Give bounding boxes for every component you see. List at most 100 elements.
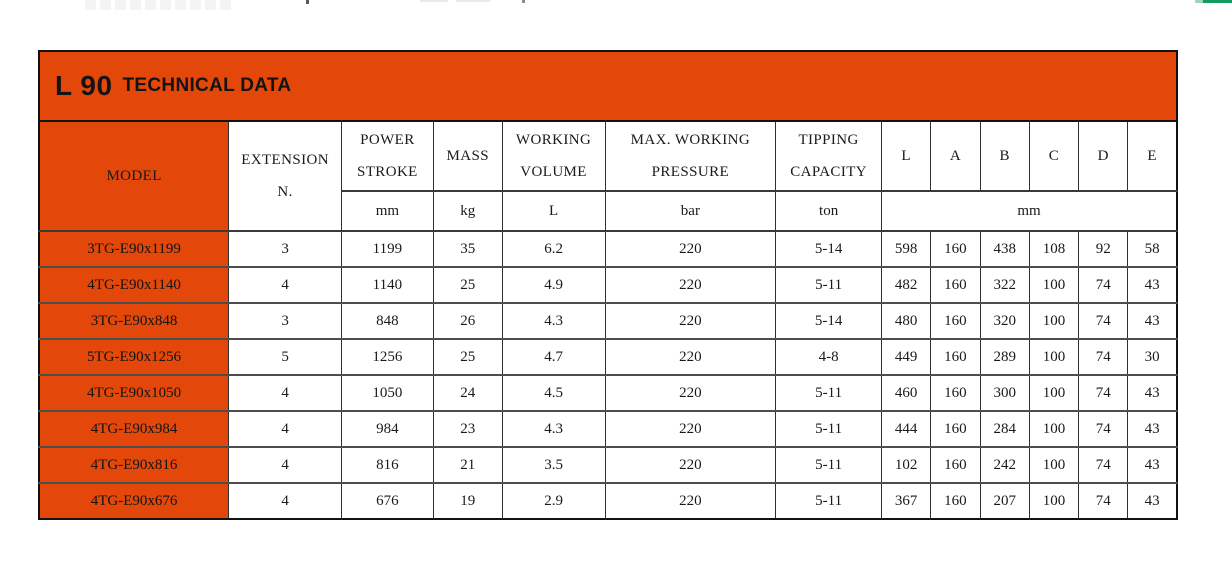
col-header-max-working-pressure: MAX. WORKING PRESSURE [604,120,777,192]
cell-dim-a: 160 [930,266,981,304]
col-header-working-volume: WORKING VOLUME [501,120,606,192]
cropped-dash-artifact [456,0,490,2]
page-title-subtitle: TECHNICAL DATA [122,75,292,96]
cell-dim-a: 160 [930,230,981,268]
cell-working-volume: 2.9 [501,482,606,520]
cell-extension: 5 [228,338,342,376]
cell-dim-c: 100 [1028,338,1080,376]
cell-max-pressure: 220 [604,446,777,484]
cell-extension: 4 [228,482,342,520]
cell-dim-c: 100 [1028,374,1080,412]
cell-model: 4TG-E90x1140 [38,266,230,304]
cell-power-stroke: 1199 [340,230,434,268]
cell-dim-b: 300 [979,374,1030,412]
table-row: 4TG-E90x676 4 676 19 2.9 220 5-11 367 16… [38,482,1178,520]
faint-cropped-text-artifact [85,0,231,10]
cell-power-stroke: 1050 [340,374,434,412]
page-title-series: L 90 [55,70,113,101]
cell-mass: 21 [432,446,503,484]
cell-dim-c: 108 [1028,230,1080,268]
col-header-model: MODEL [38,120,230,232]
cell-power-stroke: 984 [340,410,434,448]
cell-dim-a: 160 [930,482,981,520]
cell-dim-c: 100 [1028,266,1080,304]
col-header-dim-d: D [1078,120,1129,192]
col-header-dim-a: A [930,120,981,192]
cell-dim-d: 74 [1078,374,1129,412]
cell-model: 3TG-E90x1199 [38,230,230,268]
cropped-mark-artifact [306,0,309,4]
cell-mass: 35 [432,230,503,268]
cropped-mark-artifact [522,0,525,3]
unit-max-pressure: bar [604,190,777,232]
col-header-tipping-capacity: TIPPING CAPACITY [775,120,883,192]
cell-dim-b: 322 [979,266,1030,304]
cell-model: 5TG-E90x1256 [38,338,230,376]
cell-dim-l: 367 [881,482,932,520]
cell-dim-e: 43 [1127,482,1178,520]
cell-dim-d: 74 [1078,302,1129,340]
cell-dim-l: 598 [881,230,932,268]
unit-working-volume: L [501,190,606,232]
cell-dim-b: 289 [979,338,1030,376]
cell-tipping: 4-8 [775,338,883,376]
cell-mass: 23 [432,410,503,448]
cell-mass: 26 [432,302,503,340]
col-header-dim-c: C [1028,120,1080,192]
cell-tipping: 5-11 [775,374,883,412]
cell-extension: 4 [228,374,342,412]
cell-max-pressure: 220 [604,374,777,412]
cell-power-stroke: 1256 [340,338,434,376]
cell-tipping: 5-14 [775,302,883,340]
table-row: 4TG-E90x1140 4 1140 25 4.9 220 5-11 482 … [38,266,1178,304]
cell-extension: 3 [228,302,342,340]
cell-dim-e: 43 [1127,374,1178,412]
cell-max-pressure: 220 [604,482,777,520]
cell-dim-e: 58 [1127,230,1178,268]
table-body: 3TG-E90x1199 3 1199 35 6.2 220 5-14 598 … [38,230,1178,520]
cell-dim-e: 43 [1127,266,1178,304]
cell-dim-a: 160 [930,338,981,376]
cell-dim-e: 30 [1127,338,1178,376]
table-row: 4TG-E90x816 4 816 21 3.5 220 5-11 102 16… [38,446,1178,484]
cell-dim-b: 438 [979,230,1030,268]
cell-dim-a: 160 [930,446,981,484]
cell-dim-c: 100 [1028,410,1080,448]
col-header-dim-e: E [1127,120,1178,192]
green-accent-bar [1203,0,1232,3]
cell-dim-c: 100 [1028,302,1080,340]
cell-working-volume: 6.2 [501,230,606,268]
cell-model: 4TG-E90x984 [38,410,230,448]
cell-power-stroke: 676 [340,482,434,520]
col-header-dim-l: L [881,120,932,192]
cell-dim-e: 43 [1127,446,1178,484]
table-row: 4TG-E90x1050 4 1050 24 4.5 220 5-11 460 … [38,374,1178,412]
unit-mass: kg [432,190,503,232]
page-top-artifacts [0,0,1232,12]
col-header-power-stroke: POWER STROKE [340,120,434,192]
cell-mass: 25 [432,266,503,304]
cell-model: 4TG-E90x676 [38,482,230,520]
unit-power-stroke: mm [340,190,434,232]
cell-mass: 19 [432,482,503,520]
cell-extension: 4 [228,266,342,304]
cell-dim-b: 284 [979,410,1030,448]
cell-dim-d: 74 [1078,266,1129,304]
cell-power-stroke: 1140 [340,266,434,304]
cell-working-volume: 4.3 [501,410,606,448]
technical-data-panel: L 90 TECHNICAL DATA MODEL EXTENSION N. P… [38,50,1178,520]
col-header-dim-b: B [979,120,1030,192]
cell-dim-l: 444 [881,410,932,448]
cell-tipping: 5-11 [775,410,883,448]
cell-dim-e: 43 [1127,302,1178,340]
cell-dim-d: 74 [1078,338,1129,376]
table-row: 3TG-E90x848 3 848 26 4.3 220 5-14 480 16… [38,302,1178,340]
cell-dim-b: 207 [979,482,1030,520]
cell-power-stroke: 848 [340,302,434,340]
cell-extension: 3 [228,230,342,268]
cell-max-pressure: 220 [604,230,777,268]
table-row: 3TG-E90x1199 3 1199 35 6.2 220 5-14 598 … [38,230,1178,268]
cell-working-volume: 4.9 [501,266,606,304]
cell-working-volume: 4.7 [501,338,606,376]
cell-max-pressure: 220 [604,410,777,448]
